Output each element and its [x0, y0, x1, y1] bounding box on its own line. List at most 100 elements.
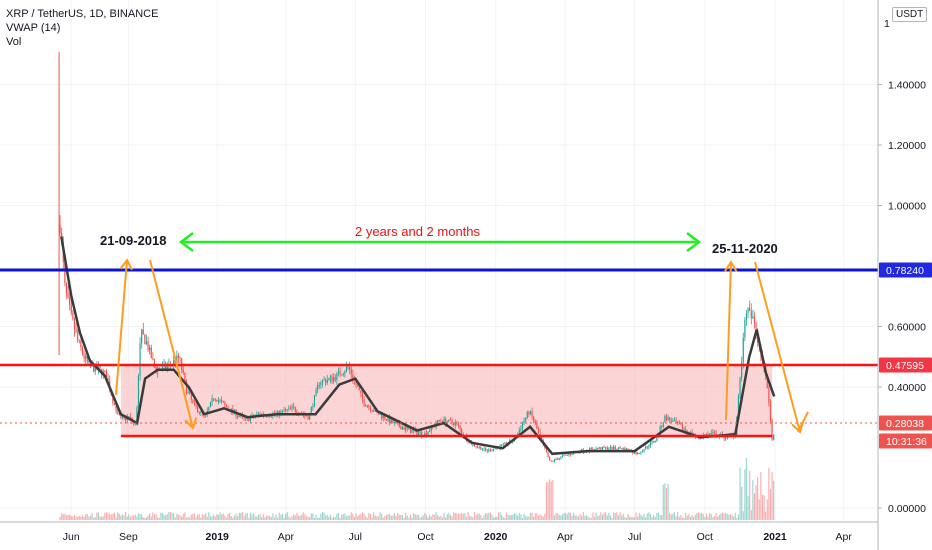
candle-body	[667, 417, 669, 421]
candle-body	[529, 411, 532, 415]
candle-body	[429, 430, 431, 432]
volume-bar	[69, 514, 71, 520]
volume-bar	[203, 514, 205, 520]
volume-bar	[736, 517, 738, 520]
candle-body	[179, 357, 181, 359]
volume-bar	[365, 516, 367, 520]
candle-body	[504, 442, 506, 444]
candle-body	[184, 372, 186, 380]
volume-bar	[379, 512, 381, 520]
candle-body	[64, 261, 66, 283]
candle-body	[219, 400, 221, 402]
volume-bar	[288, 516, 290, 520]
volume-bar	[192, 513, 194, 520]
volume-bar	[521, 517, 524, 520]
candle-body	[401, 427, 404, 430]
candle-body	[136, 408, 138, 425]
candle-body	[366, 405, 368, 407]
volume-bar	[296, 512, 298, 520]
volume-bar	[357, 516, 359, 520]
volume-bar	[597, 516, 599, 520]
volume-bar	[109, 513, 111, 520]
candle-body	[269, 416, 271, 418]
volume-bar	[389, 513, 391, 520]
volume-bar	[445, 517, 447, 520]
candle-body	[305, 415, 308, 417]
candle-body	[619, 447, 621, 449]
volume-bar	[339, 517, 341, 520]
volume-title[interactable]: Vol	[6, 36, 22, 48]
volume-bar	[574, 515, 576, 520]
candle-body	[128, 416, 130, 418]
volume-bar	[718, 514, 720, 520]
volume-bar	[619, 512, 621, 520]
volume-bar	[582, 512, 584, 520]
candle-body	[323, 379, 325, 381]
candle-body	[373, 410, 375, 412]
volume-bar	[486, 513, 488, 520]
volume-bar	[509, 515, 511, 520]
volume-bar	[651, 517, 653, 520]
candle-body	[406, 427, 408, 429]
candle-body	[73, 319, 76, 330]
candle-body	[339, 371, 341, 375]
duration-arrow-left-head	[178, 232, 194, 252]
candle-body	[533, 416, 535, 422]
candle-body	[749, 308, 751, 311]
volume-bar	[179, 515, 181, 520]
candle-body	[315, 389, 317, 396]
candle-body	[281, 410, 284, 412]
candle-body	[555, 459, 557, 460]
volume-bar	[369, 514, 372, 520]
candle-body	[662, 422, 664, 427]
candle-body	[560, 456, 562, 459]
volume-bar	[376, 516, 378, 520]
volume-bar	[701, 512, 703, 520]
candle-body	[613, 446, 615, 450]
volume-bar	[553, 515, 556, 520]
volume-bar	[469, 515, 471, 520]
volume-bar	[341, 514, 343, 520]
volume-bar	[589, 517, 591, 520]
volume-bar	[408, 517, 410, 520]
candle-body	[369, 406, 372, 411]
volume-bar	[333, 516, 335, 520]
candle-body	[99, 366, 101, 369]
volume-bar	[577, 516, 580, 520]
candle-body	[683, 429, 685, 431]
candle-body	[481, 449, 484, 451]
candle-body	[518, 430, 520, 434]
volume-bar	[593, 516, 596, 520]
volume-bar	[417, 514, 420, 520]
candle-body	[286, 409, 288, 411]
candle-body	[483, 448, 485, 450]
volume-bar	[96, 512, 98, 520]
volume-bar	[739, 467, 741, 520]
volume-bar	[286, 512, 288, 520]
volume-bar	[229, 512, 231, 520]
indicator-title[interactable]: VWAP (14)	[6, 22, 61, 34]
volume-bar	[741, 486, 743, 520]
candle-body	[310, 407, 312, 414]
candle-body	[677, 422, 679, 423]
candle-body	[424, 433, 426, 437]
symbol-title[interactable]: XRP / TetherUS, 1D, BINANCE	[6, 8, 159, 20]
volume-bar	[246, 513, 248, 520]
volume-bar	[238, 512, 240, 520]
currency-button[interactable]: USDT	[892, 7, 928, 22]
volume-bar	[648, 512, 650, 520]
volume-bar	[685, 513, 687, 520]
candle-body	[451, 420, 453, 423]
volume-bar	[563, 512, 565, 520]
volume-bar	[534, 513, 536, 520]
candle-body	[646, 446, 648, 448]
candle-body	[198, 412, 200, 414]
candle-body	[182, 369, 184, 373]
candle-body	[421, 431, 423, 436]
candle-body	[320, 382, 322, 386]
candle-body	[189, 392, 191, 395]
volume-bar	[59, 516, 61, 520]
candle-body	[725, 438, 727, 440]
candle-body	[557, 459, 559, 461]
